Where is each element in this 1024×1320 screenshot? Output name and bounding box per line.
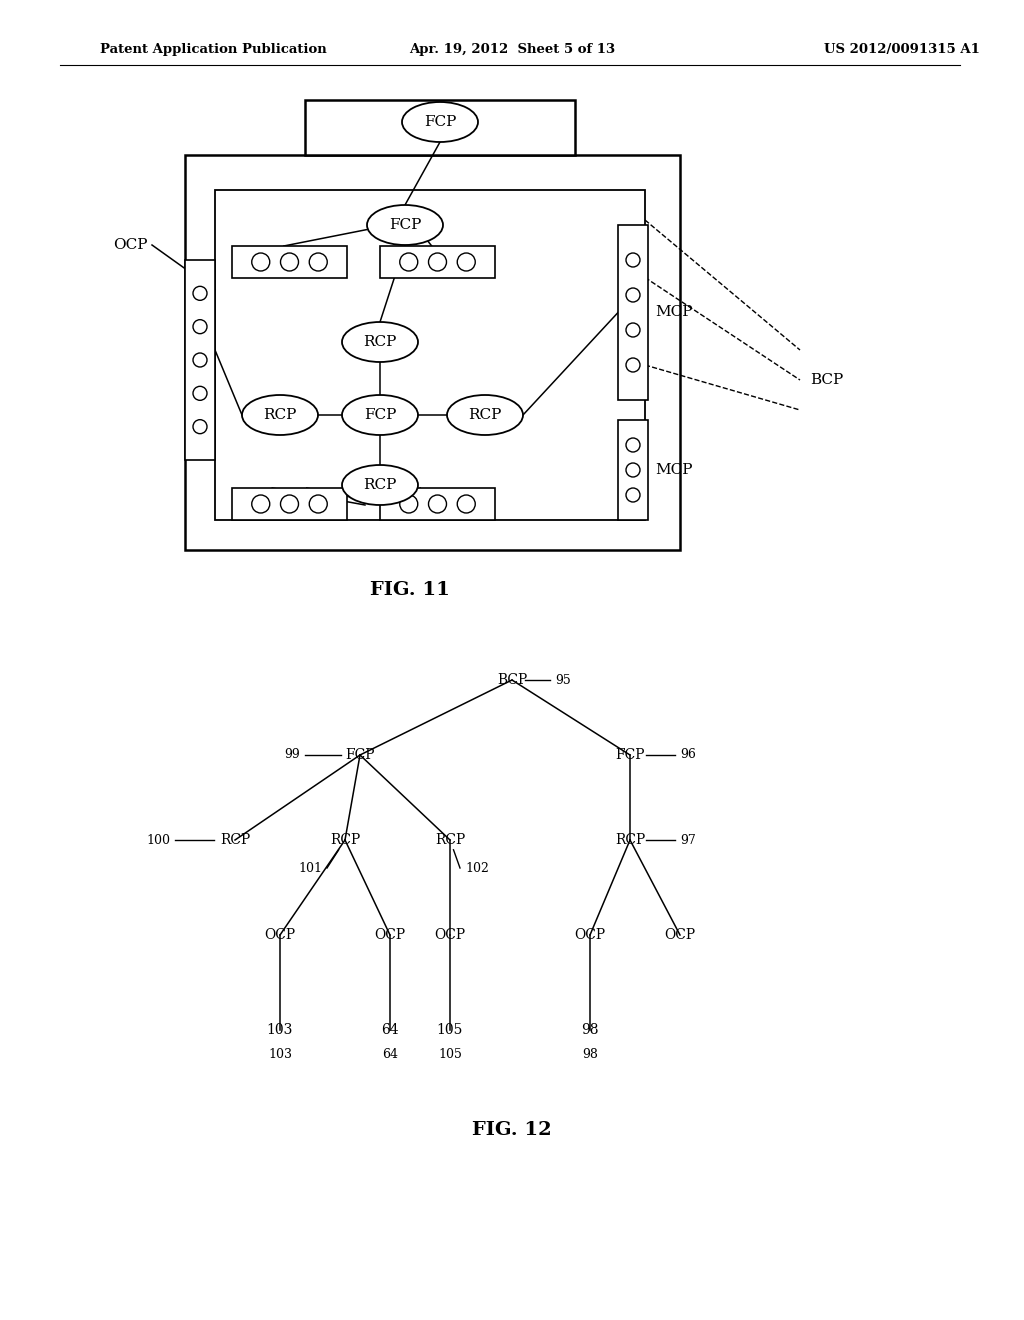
Text: BCP: BCP xyxy=(810,374,843,387)
Text: 99: 99 xyxy=(285,748,300,762)
Circle shape xyxy=(193,319,207,334)
Circle shape xyxy=(309,495,328,513)
Circle shape xyxy=(428,495,446,513)
Circle shape xyxy=(399,495,418,513)
Circle shape xyxy=(281,253,299,271)
Text: FCP: FCP xyxy=(364,408,396,422)
Ellipse shape xyxy=(342,322,418,362)
Text: OCP: OCP xyxy=(434,928,466,942)
Text: FCP: FCP xyxy=(424,115,456,129)
Text: 103: 103 xyxy=(268,1048,292,1061)
Circle shape xyxy=(193,420,207,434)
Text: Patent Application Publication: Patent Application Publication xyxy=(100,44,327,57)
FancyBboxPatch shape xyxy=(185,154,680,550)
Text: FCP: FCP xyxy=(389,218,421,232)
Circle shape xyxy=(281,495,299,513)
Text: OCP: OCP xyxy=(375,928,406,942)
Text: RCP: RCP xyxy=(364,335,396,348)
Text: 102: 102 xyxy=(465,862,488,874)
Circle shape xyxy=(193,286,207,301)
Circle shape xyxy=(252,253,269,271)
Text: 96: 96 xyxy=(680,748,696,762)
Text: RCP: RCP xyxy=(435,833,465,847)
FancyBboxPatch shape xyxy=(380,488,495,520)
Ellipse shape xyxy=(242,395,318,436)
Circle shape xyxy=(428,253,446,271)
Text: MCP: MCP xyxy=(655,463,692,477)
Text: US 2012/0091315 A1: US 2012/0091315 A1 xyxy=(824,44,980,57)
Text: RCP: RCP xyxy=(468,408,502,422)
Circle shape xyxy=(626,253,640,267)
Circle shape xyxy=(458,495,475,513)
Circle shape xyxy=(252,495,269,513)
Circle shape xyxy=(193,387,207,400)
Circle shape xyxy=(626,488,640,502)
Circle shape xyxy=(626,358,640,372)
Circle shape xyxy=(626,288,640,302)
Circle shape xyxy=(399,253,418,271)
Text: MCP: MCP xyxy=(655,305,692,319)
Text: OCP: OCP xyxy=(665,928,695,942)
Text: RCP: RCP xyxy=(364,478,396,492)
Text: FIG. 11: FIG. 11 xyxy=(370,581,450,599)
Circle shape xyxy=(309,253,328,271)
Ellipse shape xyxy=(342,395,418,436)
FancyBboxPatch shape xyxy=(185,260,215,459)
Text: OCP: OCP xyxy=(114,238,148,252)
Circle shape xyxy=(626,463,640,477)
Text: RCP: RCP xyxy=(614,833,645,847)
Text: FCP: FCP xyxy=(345,748,375,762)
Text: 103: 103 xyxy=(267,1023,293,1038)
Circle shape xyxy=(626,438,640,451)
Ellipse shape xyxy=(447,395,523,436)
Text: 64: 64 xyxy=(381,1023,398,1038)
Text: 97: 97 xyxy=(680,833,695,846)
Text: FCP: FCP xyxy=(615,748,645,762)
Text: 105: 105 xyxy=(438,1048,462,1061)
Text: RCP: RCP xyxy=(220,833,250,847)
Text: 64: 64 xyxy=(382,1048,398,1061)
FancyBboxPatch shape xyxy=(380,246,495,279)
Text: 101: 101 xyxy=(298,862,322,874)
Circle shape xyxy=(193,352,207,367)
Text: Apr. 19, 2012  Sheet 5 of 13: Apr. 19, 2012 Sheet 5 of 13 xyxy=(409,44,615,57)
FancyBboxPatch shape xyxy=(305,100,575,154)
Text: FIG. 12: FIG. 12 xyxy=(472,1121,552,1139)
Text: RCP: RCP xyxy=(330,833,360,847)
FancyBboxPatch shape xyxy=(618,224,648,400)
Text: OCP: OCP xyxy=(264,928,296,942)
FancyBboxPatch shape xyxy=(618,420,648,520)
Ellipse shape xyxy=(367,205,443,246)
Text: 98: 98 xyxy=(582,1048,598,1061)
FancyBboxPatch shape xyxy=(232,488,347,520)
FancyBboxPatch shape xyxy=(232,246,347,279)
Text: 105: 105 xyxy=(437,1023,463,1038)
Ellipse shape xyxy=(342,465,418,506)
Text: BCP: BCP xyxy=(497,673,527,686)
Circle shape xyxy=(458,253,475,271)
Circle shape xyxy=(626,323,640,337)
Text: 98: 98 xyxy=(582,1023,599,1038)
Text: RCP: RCP xyxy=(263,408,297,422)
Ellipse shape xyxy=(402,102,478,143)
Text: 95: 95 xyxy=(555,673,570,686)
Text: 100: 100 xyxy=(146,833,170,846)
FancyBboxPatch shape xyxy=(215,190,645,520)
Text: OCP: OCP xyxy=(574,928,605,942)
